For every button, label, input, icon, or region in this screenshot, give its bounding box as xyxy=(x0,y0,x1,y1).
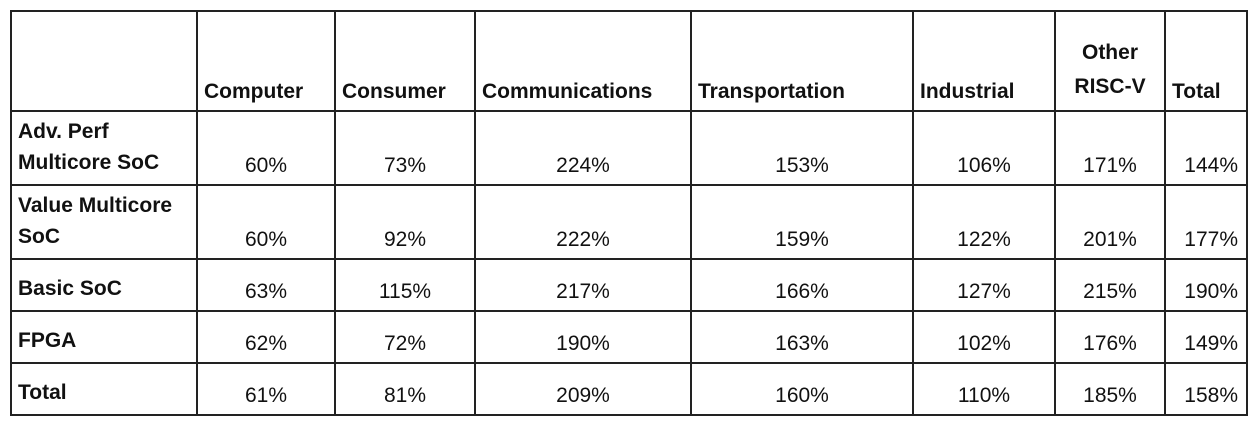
table-cell: 209% xyxy=(474,362,692,416)
table-cell: 215% xyxy=(1054,258,1166,312)
table-cell: 72% xyxy=(334,310,476,364)
table-cell: 166% xyxy=(690,258,914,312)
table-cell: 144% xyxy=(1164,110,1248,186)
table-row: Total 61% 81% 209% 160% 110% 185% 158% xyxy=(10,362,1248,416)
table-cell: 115% xyxy=(334,258,476,312)
table-cell: 190% xyxy=(1164,258,1248,312)
table-cell: 217% xyxy=(474,258,692,312)
table-row: Value Multicore SoC 60% 92% 222% 159% 122% 201… xyxy=(10,184,1248,260)
table-row: Basic SoC 63% 115% 217% 166% 127% 215% 190% xyxy=(10,258,1248,312)
row-label: Value Multicore SoC xyxy=(10,184,198,260)
column-header-line: Other xyxy=(1081,41,1138,64)
corner-cell xyxy=(10,10,198,112)
table-cell: 62% xyxy=(196,310,336,364)
table-cell: 110% xyxy=(912,362,1056,416)
column-header: Other RISC-V xyxy=(1054,10,1166,112)
table-cell: 159% xyxy=(690,184,914,260)
table-cell: 176% xyxy=(1054,310,1166,364)
row-label: Total xyxy=(10,362,198,416)
row-label: Basic SoC xyxy=(10,258,198,312)
table-cell: 63% xyxy=(196,258,336,312)
table-cell: 160% xyxy=(690,362,914,416)
table-cell: 201% xyxy=(1054,184,1166,260)
table-row: FPGA 62% 72% 190% 163% 102% 176% 149% xyxy=(10,310,1248,364)
column-header: Industrial xyxy=(912,10,1056,112)
table-cell: 163% xyxy=(690,310,914,364)
row-label: FPGA xyxy=(10,310,198,364)
row-label: Adv. Perf Multicore SoC xyxy=(10,110,198,186)
column-header: Communications xyxy=(474,10,692,112)
table-cell: 92% xyxy=(334,184,476,260)
data-table: Computer Consumer Communications Transpo… xyxy=(10,10,1248,416)
table-cell: 61% xyxy=(196,362,336,416)
table-cell: 106% xyxy=(912,110,1056,186)
table-cell: 127% xyxy=(912,258,1056,312)
table-cell: 224% xyxy=(474,110,692,186)
table-cell: 81% xyxy=(334,362,476,416)
table-cell: 158% xyxy=(1164,362,1248,416)
table-cell: 60% xyxy=(196,110,336,186)
column-header: Total xyxy=(1164,10,1248,112)
table-cell: 177% xyxy=(1164,184,1248,260)
table-cell: 102% xyxy=(912,310,1056,364)
table-row: Adv. Perf Multicore SoC 60% 73% 224% 153% 106… xyxy=(10,110,1248,186)
table-container: Computer Consumer Communications Transpo… xyxy=(10,10,1248,416)
table-cell: 171% xyxy=(1054,110,1166,186)
table-cell: 185% xyxy=(1054,362,1166,416)
table-cell: 149% xyxy=(1164,310,1248,364)
table-cell: 153% xyxy=(690,110,914,186)
table-cell: 122% xyxy=(912,184,1056,260)
table-cell: 222% xyxy=(474,184,692,260)
column-header: Transportation xyxy=(690,10,914,112)
column-header: Consumer xyxy=(334,10,476,112)
column-header-line: RISC-V xyxy=(1074,75,1146,98)
column-header: Computer xyxy=(196,10,336,112)
table-cell: 73% xyxy=(334,110,476,186)
header-row: Computer Consumer Communications Transpo… xyxy=(10,10,1248,112)
table-cell: 60% xyxy=(196,184,336,260)
table-cell: 190% xyxy=(474,310,692,364)
